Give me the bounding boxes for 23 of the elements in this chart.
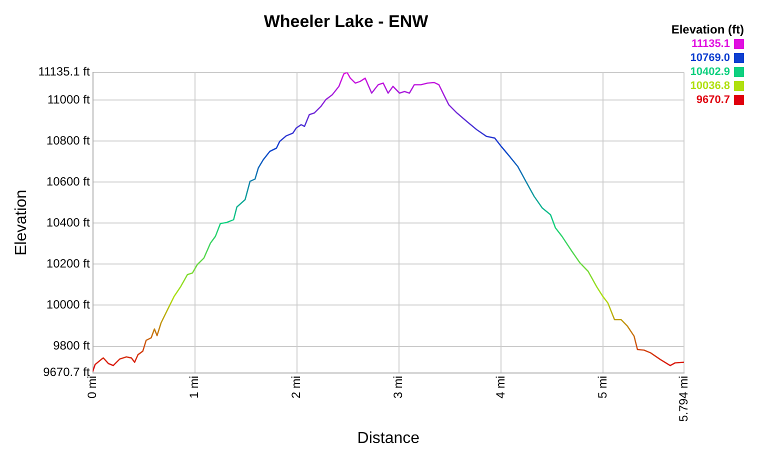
y-tick-label: 11000 ft [47,92,90,106]
x-tick-label: 5 mi [595,376,610,398]
y-tick-label: 9800 ft [53,338,90,353]
x-tick-label: 1 mi [187,376,202,398]
color-bar-label: 10036.8 [690,80,730,92]
y-tick-label: 10800 ft [46,133,90,148]
y-tick-label: 10000 ft [46,298,90,312]
x-tick-label: 3 mi [391,376,406,398]
x-tick-label: 4 mi [493,376,508,398]
color-bar-label: 10402.9 [690,66,730,78]
color-bar-label: 9670.7 [696,94,730,106]
chart-title: Wheeler Lake - ENW [264,12,430,31]
x-tick-label: 2 mi [289,376,304,398]
y-tick-label: 10400 ft [46,215,90,230]
color-bar-title: Elevation (ft) [671,22,744,36]
color-bar-label: 10769.0 [690,52,730,64]
y-tick-label: 10600 ft [46,174,90,188]
color-bar-label: 11135.1 [691,38,730,50]
y-tick-label: 10200 ft [46,256,90,271]
x-axis-title: Distance [357,430,420,447]
y-axis-title: Elevation [13,190,30,256]
x-tick-label: 5.794 mi [676,376,690,422]
y-tick-label: 11135.1 ft [38,64,90,79]
